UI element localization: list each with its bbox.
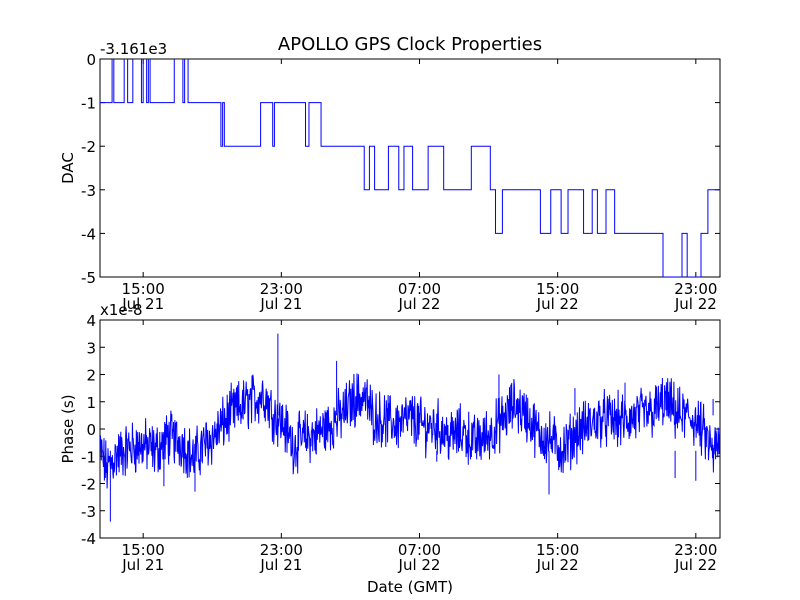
y-tick-label: -3: [81, 503, 96, 521]
y-tick-label: -4: [81, 530, 96, 548]
x-tick-label-time: 23:00: [260, 541, 303, 559]
x-axis-label: Date (GMT): [367, 578, 453, 596]
y-tick-label: -2: [81, 138, 96, 156]
x-tick-label-date: Jul 22: [536, 295, 579, 313]
y-tick-label: -4: [81, 225, 96, 243]
x-tick-label-time: 07:00: [398, 541, 441, 559]
plot-frame: [99, 58, 721, 278]
y-tick-label: -1: [81, 95, 96, 113]
x-tick-label-date: Jul 21: [121, 295, 164, 313]
y-tick-label: 4: [86, 312, 96, 330]
x-tick-label-time: 23:00: [674, 541, 717, 559]
y-axis-label: DAC: [59, 152, 77, 184]
x-tick-label-date: Jul 22: [398, 556, 441, 574]
offset-label: -3.161e3: [100, 40, 167, 58]
y-tick-label: 3: [86, 339, 96, 357]
x-tick-label-time: 15:00: [122, 541, 165, 559]
y-tick-label: -5: [81, 269, 96, 287]
x-tick-label-date: Jul 21: [121, 556, 164, 574]
x-tick-label-date: Jul 21: [259, 556, 302, 574]
y-tick-label: 0: [86, 51, 96, 69]
offset-label: x1e-8: [100, 301, 143, 319]
x-tick-label-date: Jul 22: [674, 295, 717, 313]
x-tick-label-date: Jul 22: [398, 295, 441, 313]
dac-series-line: [100, 59, 720, 277]
x-tick-label-time: 23:00: [674, 280, 717, 298]
y-tick-label: 2: [86, 367, 96, 385]
y-tick-label: -3: [81, 182, 96, 200]
x-tick-label-date: Jul 21: [259, 295, 302, 313]
x-tick-label-time: 15:00: [122, 280, 165, 298]
chart-title: APOLLO GPS Clock Properties: [278, 34, 542, 55]
y-tick-label: 0: [86, 421, 96, 439]
x-tick-label-time: 15:00: [536, 280, 579, 298]
y-tick-label: -1: [81, 448, 96, 466]
y-tick-label: 1: [86, 394, 96, 412]
x-tick-label-date: Jul 22: [674, 556, 717, 574]
phase-series-line: [100, 373, 720, 489]
x-tick-label-time: 07:00: [398, 280, 441, 298]
plot-frame: [99, 319, 721, 539]
y-axis-label: Phase (s): [59, 394, 77, 463]
x-tick-label-time: 23:00: [260, 280, 303, 298]
x-tick-label-time: 15:00: [536, 541, 579, 559]
x-tick-label-date: Jul 22: [536, 556, 579, 574]
y-tick-label: -2: [81, 476, 96, 494]
